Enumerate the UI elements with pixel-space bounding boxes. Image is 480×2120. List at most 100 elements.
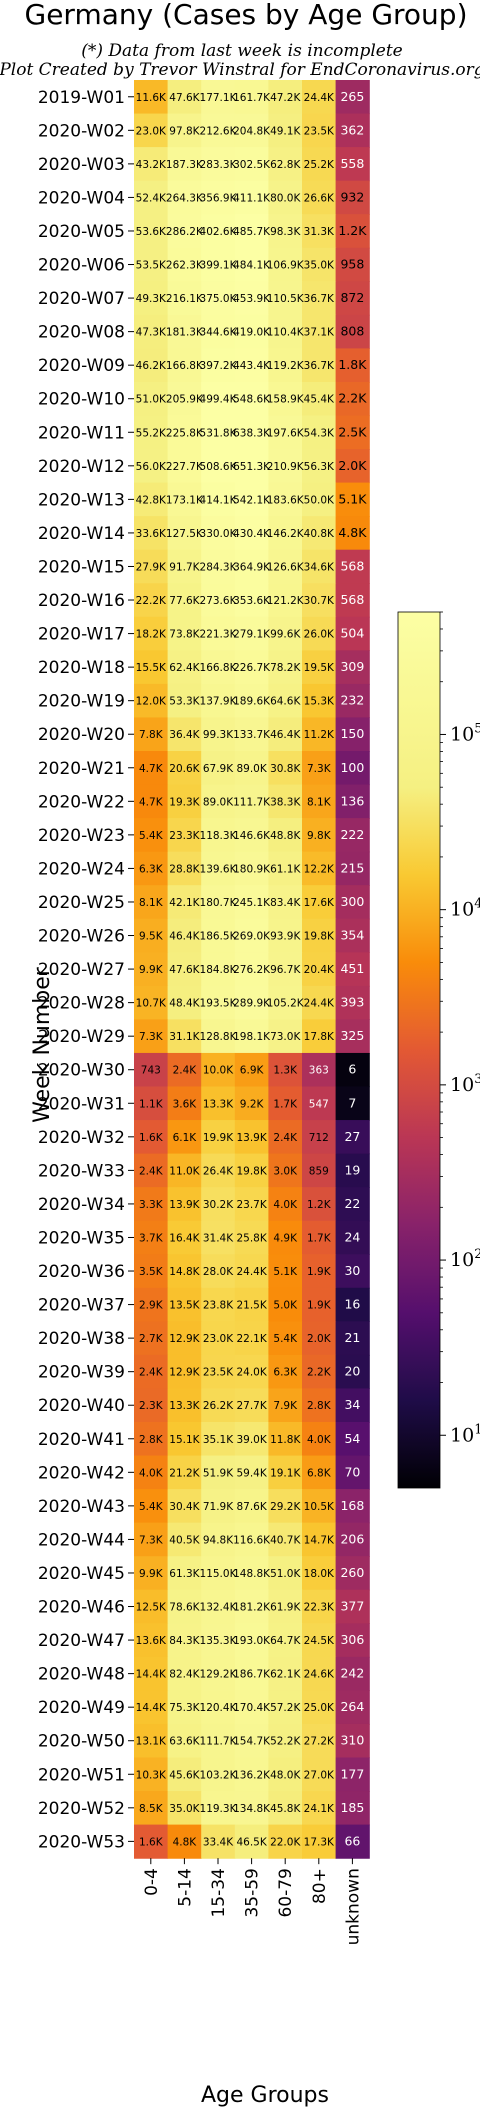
heatmap-cell — [302, 985, 337, 1020]
cell-value-label: 24.5K — [304, 1635, 335, 1647]
heatmap-cell — [335, 1723, 370, 1759]
heatmap-cell — [302, 885, 337, 920]
cell-value-label: 47.6K — [169, 964, 200, 976]
heatmap-cell — [134, 348, 169, 383]
heatmap-cell — [268, 650, 303, 685]
heatmap-cell — [167, 885, 202, 920]
heatmap-cell — [201, 1120, 236, 1155]
heatmap-cell — [134, 1220, 169, 1255]
y-tick-label: 2020-W36 — [38, 1262, 125, 1282]
heatmap-cell — [234, 1220, 269, 1255]
heatmap-cell — [134, 1455, 169, 1490]
cell-value-label: 17.6K — [304, 897, 335, 909]
cell-value-label: 22.1K — [236, 1333, 267, 1345]
cell-value-label: 39.0K — [236, 1434, 267, 1446]
heatmap-cell — [268, 549, 303, 584]
heatmap-cell — [167, 247, 202, 282]
heatmap-cell — [268, 1388, 303, 1423]
heatmap-cell — [302, 1455, 337, 1490]
heatmap-cell — [302, 381, 337, 417]
heatmap-cell — [167, 147, 202, 182]
cell-value-label: 30.8K — [270, 763, 301, 775]
y-tick-label: 2020-W34 — [38, 1195, 125, 1215]
heatmap-cell — [302, 1824, 337, 1859]
heatmap-cell — [268, 1589, 303, 1624]
cell-value-label: 8.1K — [139, 897, 164, 909]
cell-value-label: 508.6K — [200, 461, 238, 473]
heatmap-cell — [134, 683, 169, 719]
cell-value-label: 99.6K — [270, 629, 301, 641]
heatmap-cell — [134, 113, 169, 148]
cell-value-label: 872 — [340, 290, 364, 305]
cell-value-label: 242 — [340, 1666, 364, 1681]
cell-value-label: 1.2K — [307, 1199, 332, 1211]
y-tick-label: 2020-W32 — [38, 1128, 125, 1148]
heatmap-cell — [268, 281, 303, 316]
heatmap-cell — [134, 1019, 169, 1054]
heatmap-cell — [167, 1522, 202, 1557]
y-tick-label: 2020-W04 — [38, 188, 125, 208]
cell-value-label: 154.7K — [233, 1736, 271, 1748]
heatmap-cell — [234, 1388, 269, 1423]
heatmap-cell — [335, 314, 370, 349]
x-tick-label: 80+ — [310, 1868, 330, 1904]
heatmap-cell — [167, 1321, 202, 1356]
heatmap-cell — [234, 1287, 269, 1322]
heatmap-cell — [268, 583, 303, 618]
heatmap-cell — [167, 482, 202, 517]
cell-value-label: 24.4K — [304, 92, 335, 104]
heatmap-cell — [201, 616, 236, 651]
heatmap-cell — [268, 751, 303, 786]
y-tick-label: 2020-W11 — [38, 423, 125, 443]
cell-value-label: 137.9K — [200, 696, 238, 708]
cell-value-label: 19.8K — [304, 931, 335, 943]
y-tick-label: 2020-W49 — [38, 1698, 125, 1718]
heatmap-cell — [201, 1455, 236, 1490]
heatmap-cell — [134, 516, 169, 551]
y-tick-label: 2020-W43 — [38, 1497, 125, 1517]
cell-value-label: 24 — [344, 1229, 360, 1244]
cell-value-label: 23.3K — [169, 830, 200, 842]
cell-value-label: 34 — [344, 1397, 360, 1412]
heatmap-cell — [335, 180, 370, 215]
cell-value-label: 12.0K — [136, 696, 167, 708]
heatmap-cell — [167, 1824, 202, 1859]
heatmap-cell — [167, 180, 202, 215]
heatmap-cell — [268, 616, 303, 651]
heatmap-cell — [302, 281, 337, 316]
heatmap-cell — [201, 1556, 236, 1591]
cell-value-label: 15.1K — [169, 1434, 200, 1446]
cell-value-label: 216.1K — [166, 293, 204, 305]
heatmap-cell — [234, 683, 269, 719]
y-tick-label: 2020-W42 — [38, 1463, 125, 1483]
cell-value-label: 651.3K — [233, 461, 271, 473]
heatmap-cell — [134, 1723, 169, 1759]
heatmap-cell — [234, 1757, 269, 1792]
cell-value-label: 4.0K — [139, 1467, 164, 1479]
heatmap-cell — [335, 1321, 370, 1356]
heatmap-cell — [201, 650, 236, 685]
cell-value-label: 136 — [340, 793, 364, 808]
heatmap-cell — [335, 1556, 370, 1591]
x-axis-label: Age Groups — [201, 2083, 329, 2108]
cell-value-label: 377 — [340, 1599, 364, 1614]
cell-value-label: 25.8K — [236, 1232, 267, 1244]
heatmap-cell — [167, 717, 202, 752]
heatmap-cell — [234, 180, 269, 215]
cell-value-label: 397.2K — [200, 360, 238, 372]
cell-value-label: 4.7K — [139, 763, 164, 775]
cell-value-label: 106.9K — [267, 260, 305, 272]
cell-value-label: 12.9K — [169, 1367, 200, 1379]
heatmap-cell — [201, 1690, 236, 1725]
heatmap-cell — [134, 1589, 169, 1624]
cell-value-label: 186.7K — [233, 1669, 271, 1681]
colorbar-gradient — [397, 611, 441, 1489]
heatmap-cell — [234, 985, 269, 1020]
heatmap-cell — [167, 1153, 202, 1188]
cell-value-label: 118.3K — [200, 830, 238, 842]
cell-value-label: 33.6K — [136, 528, 167, 540]
heatmap-cell — [167, 683, 202, 719]
cell-value-label: 78.6K — [169, 1602, 200, 1614]
cell-value-label: 146.2K — [267, 528, 305, 540]
heatmap-cell — [134, 1656, 169, 1691]
